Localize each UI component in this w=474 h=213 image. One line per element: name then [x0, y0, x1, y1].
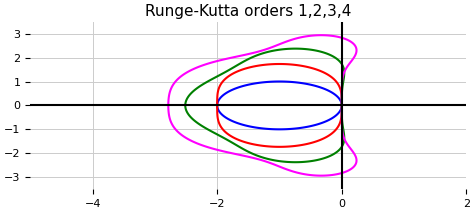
Title: Runge-Kutta orders 1,2,3,4: Runge-Kutta orders 1,2,3,4 — [145, 4, 352, 19]
